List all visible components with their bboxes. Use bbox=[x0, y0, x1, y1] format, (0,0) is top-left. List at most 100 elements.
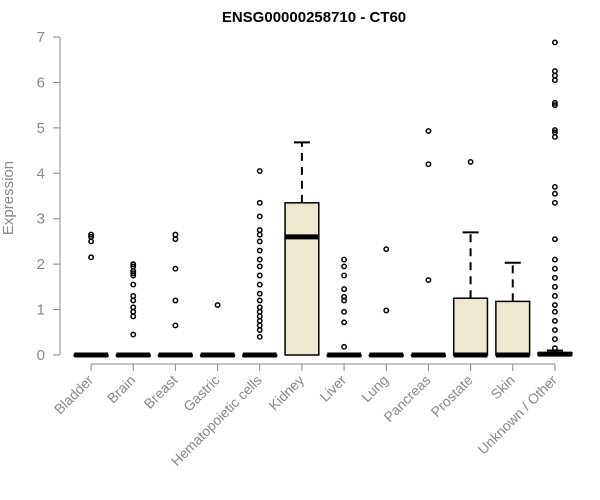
box-breast bbox=[157, 231, 194, 358]
box-hematopoietic-cells bbox=[242, 168, 278, 358]
outlier-liver-3 bbox=[341, 297, 348, 304]
x-tick-label-skin: Skin bbox=[487, 372, 518, 403]
outlier-unknown-other-15 bbox=[551, 133, 558, 140]
outlier-brain-8 bbox=[130, 270, 137, 277]
x-tick-label-liver: Liver bbox=[316, 372, 349, 405]
outlier-hematopoietic-cells-17 bbox=[256, 213, 263, 220]
outlier-hematopoietic-cells-14 bbox=[256, 238, 263, 245]
x-tick-label-unknown-other: Unknown / Other bbox=[474, 372, 560, 458]
outlier-unknown-other-23 bbox=[551, 39, 558, 46]
outlier-lung-0 bbox=[383, 307, 390, 314]
boxes bbox=[73, 39, 573, 358]
outlier-unknown-other-11 bbox=[551, 236, 558, 243]
outlier-hematopoietic-cells-19 bbox=[256, 168, 263, 174]
chart-title: ENSG00000258710 - CT60 bbox=[222, 9, 406, 26]
outlier-brain-1 bbox=[130, 313, 137, 320]
outlier-brain-4 bbox=[130, 297, 137, 304]
outlier-hematopoietic-cells-2 bbox=[256, 322, 263, 329]
y-tick-label-5: 5 bbox=[37, 120, 45, 137]
outlier-unknown-other-10 bbox=[551, 256, 558, 263]
outlier-unknown-other-5 bbox=[551, 302, 558, 308]
iqr-box-skin bbox=[495, 300, 531, 356]
outlier-liver-6 bbox=[341, 272, 348, 279]
outlier-hematopoietic-cells-5 bbox=[256, 308, 263, 315]
outlier-liver-5 bbox=[341, 286, 348, 293]
y-tick-label-3: 3 bbox=[37, 211, 45, 228]
iqr-box-kidney bbox=[284, 202, 320, 356]
outlier-hematopoietic-cells-10 bbox=[256, 272, 263, 279]
x-tick-label-pancreas: Pancreas bbox=[380, 372, 433, 425]
outlier-unknown-other-16 bbox=[551, 129, 558, 136]
iqr-box-prostate bbox=[452, 297, 489, 356]
outlier-unknown-other-14 bbox=[551, 183, 558, 190]
outlier-pancreas-1 bbox=[425, 161, 432, 168]
box-unknown-other bbox=[537, 39, 573, 357]
outlier-hematopoietic-cells-8 bbox=[256, 290, 263, 297]
outlier-pancreas-0 bbox=[425, 277, 432, 283]
outlier-unknown-other-4 bbox=[551, 308, 558, 315]
outlier-bladder-0 bbox=[88, 254, 95, 261]
outlier-unknown-other-13 bbox=[551, 190, 558, 197]
box-kidney bbox=[284, 141, 320, 356]
outlier-unknown-other-18 bbox=[551, 102, 558, 109]
outlier-brain-2 bbox=[130, 308, 137, 315]
y-axis: 0 1 2 3 4 5 6 7 bbox=[37, 29, 61, 364]
x-tick-label-breast: Breast bbox=[141, 372, 181, 412]
outlier-breast-4 bbox=[172, 231, 179, 238]
outlier-gastric-0 bbox=[214, 302, 221, 308]
outlier-hematopoietic-cells-11 bbox=[256, 263, 263, 270]
outlier-unknown-other-19 bbox=[551, 99, 558, 106]
outlier-bladder-3 bbox=[88, 231, 95, 238]
outlier-breast-2 bbox=[172, 265, 179, 272]
y-tick-label-7: 7 bbox=[37, 29, 45, 46]
outlier-liver-4 bbox=[341, 293, 348, 300]
outlier-brain-0 bbox=[130, 331, 137, 338]
outlier-hematopoietic-cells-3 bbox=[256, 317, 263, 324]
outlier-breast-1 bbox=[172, 297, 179, 304]
outlier-hematopoietic-cells-7 bbox=[256, 297, 263, 304]
y-axis-label: Expression bbox=[0, 161, 17, 235]
x-tick-label-kidney: Kidney bbox=[265, 372, 307, 414]
x-tick-label-bladder: Bladder bbox=[51, 372, 97, 418]
box-bladder bbox=[73, 231, 109, 358]
outlier-unknown-other-22 bbox=[551, 68, 558, 75]
outlier-unknown-other-21 bbox=[551, 72, 558, 79]
box-liver bbox=[326, 256, 362, 358]
outlier-unknown-other-8 bbox=[551, 274, 558, 281]
outlier-brain-6 bbox=[130, 281, 137, 288]
x-tick-label-brain: Brain bbox=[104, 372, 138, 406]
outlier-unknown-other-2 bbox=[551, 327, 558, 333]
y-tick-label-6: 6 bbox=[37, 74, 45, 91]
box-skin bbox=[495, 261, 531, 358]
outlier-hematopoietic-cells-16 bbox=[256, 227, 263, 234]
outlier-hematopoietic-cells-12 bbox=[256, 256, 263, 263]
outlier-unknown-other-6 bbox=[551, 292, 558, 299]
outlier-unknown-other-12 bbox=[551, 199, 558, 206]
outlier-prostate-0 bbox=[467, 158, 474, 165]
box-brain bbox=[115, 261, 151, 358]
outlier-unknown-other-1 bbox=[551, 336, 558, 343]
y-tick-label-2: 2 bbox=[37, 256, 45, 273]
outlier-unknown-other-9 bbox=[551, 265, 558, 272]
outlier-brain-10 bbox=[130, 263, 137, 270]
outlier-hematopoietic-cells-18 bbox=[256, 199, 263, 206]
box-lung bbox=[368, 246, 404, 358]
outlier-hematopoietic-cells-9 bbox=[256, 281, 263, 288]
outlier-breast-3 bbox=[172, 236, 179, 243]
y-tick-label-4: 4 bbox=[37, 165, 45, 182]
outlier-brain-3 bbox=[130, 304, 137, 311]
y-tick-label-0: 0 bbox=[37, 347, 45, 364]
outlier-hematopoietic-cells-13 bbox=[256, 247, 263, 254]
y-tick-label-1: 1 bbox=[37, 302, 45, 319]
outlier-liver-2 bbox=[341, 308, 348, 315]
outlier-brain-11 bbox=[130, 261, 137, 268]
box-pancreas bbox=[410, 128, 447, 358]
outlier-liver-0 bbox=[341, 343, 348, 350]
outlier-lung-1 bbox=[383, 246, 390, 253]
x-tick-label-prostate: Prostate bbox=[428, 372, 476, 420]
outlier-unknown-other-20 bbox=[551, 77, 558, 84]
outlier-brain-5 bbox=[130, 292, 137, 299]
outlier-hematopoietic-cells-15 bbox=[256, 231, 263, 238]
outlier-liver-7 bbox=[341, 263, 348, 270]
